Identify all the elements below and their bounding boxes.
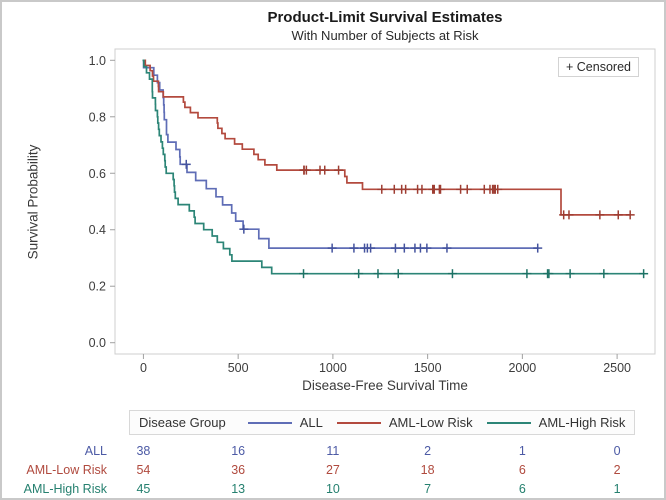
- x-tick-label: 0: [140, 361, 147, 375]
- at-risk-count: 38: [136, 444, 151, 458]
- at-risk-count: 16: [231, 444, 246, 458]
- legend-title: Disease Group: [139, 415, 226, 430]
- legend-line-swatch-all-icon: [247, 421, 292, 424]
- at-risk-count: 54: [136, 463, 151, 477]
- at-risk-count: 45: [136, 482, 151, 496]
- censored-legend-box: + Censored: [558, 57, 639, 77]
- x-tick-label: 2000: [508, 361, 536, 375]
- at-risk-count: 11: [326, 444, 340, 458]
- x-axis-label: Disease-Free Survival Time: [302, 378, 468, 393]
- y-tick-label: 1.0: [89, 54, 106, 68]
- at-risk-count: 27: [325, 463, 340, 477]
- legend-label-aml-high: AML-High Risk: [538, 415, 626, 430]
- x-tick-label: 2500: [603, 361, 631, 375]
- at-risk-row-label: AML-Low Risk: [26, 463, 107, 477]
- km-plot-canvas: 0 500 1000 1500 2000 2500 0.0 0.2 0.4 0.6 0.8 1.0: [89, 48, 656, 375]
- legend-item-aml-high: AML-High Risk: [486, 415, 626, 430]
- at-risk-row-label: ALL: [84, 444, 107, 458]
- legend-item-aml-low: AML-Low Risk: [336, 415, 473, 430]
- chart-title: Product-Limit Survival Estimates: [267, 9, 503, 26]
- at-risk-count: 13: [231, 482, 246, 496]
- x-tick-label: 1500: [414, 361, 442, 375]
- legend-label-all: ALL: [299, 415, 323, 430]
- x-tick-label: 500: [228, 361, 249, 375]
- at-risk-count: 2: [613, 463, 621, 477]
- at-risk-count: 0: [613, 444, 621, 458]
- x-tick-label: 1000: [319, 361, 347, 375]
- legend-line-swatch-aml-high-icon: [486, 421, 531, 424]
- subjects-at-risk-table: ALL 38 16 11 2 1 0 AML-Low Risk 54 36 27 18 6 2 AML-Hi…: [2, 444, 664, 498]
- plot-area-border: [114, 48, 656, 355]
- disease-group-legend: Disease Group ALL AML-Low Risk AML-High …: [129, 410, 636, 435]
- legend-item-all: ALL: [247, 415, 323, 430]
- series-line-aml-low-risk: [142, 59, 631, 216]
- at-risk-count: 1: [518, 444, 526, 458]
- series-line-aml-high-risk: [142, 59, 644, 275]
- legend-line-swatch-aml-low-icon: [336, 421, 381, 424]
- chart-subtitle: With Number of Subjects at Risk: [291, 27, 479, 43]
- at-risk-count: 1: [613, 482, 621, 496]
- at-risk-count: 2: [424, 444, 432, 458]
- at-risk-count: 10: [325, 482, 340, 496]
- y-tick-label: 0.8: [89, 110, 106, 124]
- legend-label-aml-low: AML-Low Risk: [388, 415, 473, 430]
- at-risk-count: 6: [518, 482, 526, 496]
- y-tick-label: 0.0: [89, 336, 106, 350]
- at-risk-count: 18: [420, 463, 435, 477]
- at-risk-count: 7: [424, 482, 432, 496]
- y-tick-label: 0.6: [89, 167, 106, 181]
- at-risk-count: 36: [231, 463, 246, 477]
- y-tick-label: 0.4: [89, 223, 106, 237]
- title-block: Product-Limit Survival Estimates With Nu…: [115, 9, 655, 44]
- at-risk-count: 6: [518, 463, 526, 477]
- at-risk-row-label: AML-High Risk: [23, 482, 107, 496]
- y-tick-label: 0.2: [89, 280, 106, 294]
